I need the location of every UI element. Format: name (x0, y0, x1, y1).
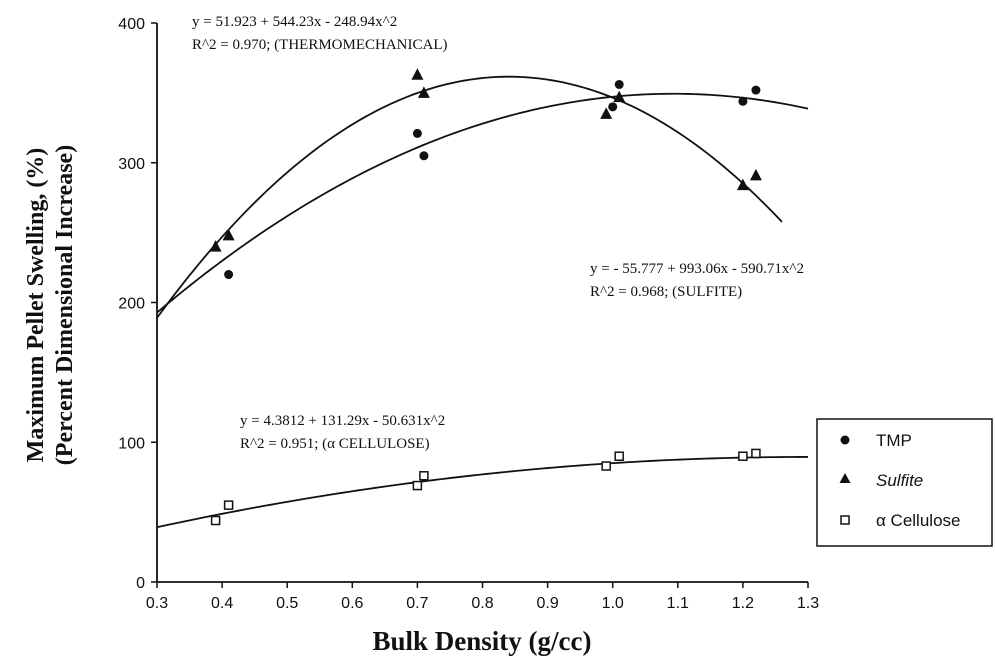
legend-sulfite-label: Sulfite (876, 471, 923, 490)
cellulose-point (751, 448, 761, 459)
legend: TMP Sulfite α Cellulose (816, 418, 993, 547)
legend-tmp-marker (840, 435, 850, 445)
x-tick-label: 0.3 (146, 595, 168, 612)
legend-cellulose-label: α Cellulose (876, 511, 960, 530)
tmp-point (419, 151, 429, 161)
sulfite-fit-curve (156, 75, 783, 319)
fit-curves (156, 75, 809, 529)
tmp-point (614, 79, 624, 89)
tmp-fit-curve (156, 92, 809, 314)
x-tick-label: 0.4 (211, 595, 233, 612)
sulfite-equation: y = - 55.777 + 993.06x - 590.71x^2 (590, 261, 804, 277)
axes (156, 23, 808, 583)
legend-sulfite-marker (839, 473, 851, 483)
sulfite-point (222, 228, 235, 241)
y-tick-label: 200 (118, 296, 145, 313)
y-tick-label: 0 (136, 575, 145, 592)
y-axis-label-sub: (Percent Dimensional Increase) (52, 145, 78, 465)
cellulose-r-squared: R^2 = 0.951; (α CELLULOSE) (240, 436, 430, 452)
tmp-point (608, 102, 618, 112)
cellulose-point (223, 500, 234, 510)
x-tick-label: 0.9 (536, 595, 558, 612)
cellulose-point (412, 480, 423, 491)
y-tick-label: 300 (118, 156, 145, 173)
x-axis-label: Bulk Density (g/cc) (373, 626, 592, 656)
x-tick-label: 0.8 (471, 595, 493, 612)
y-tick-label: 400 (118, 16, 145, 33)
tmp-point (224, 270, 234, 280)
sulfite-point (736, 178, 749, 191)
tmp-r-squared: R^2 = 0.970; (THERMOMECHANICAL) (192, 37, 448, 53)
x-tick-label: 1.1 (667, 595, 689, 612)
cellulose-point (738, 451, 748, 461)
x-tick-label: 1.2 (732, 595, 754, 612)
sulfite-point (411, 68, 424, 80)
x-tick-label: 1.3 (797, 595, 819, 612)
cellulose-point (614, 451, 624, 461)
x-tick-label: 0.7 (406, 595, 428, 612)
tmp-point (738, 96, 748, 106)
sulfite-r-squared: R^2 = 0.968; (SULFITE) (590, 284, 742, 300)
tmp-point (751, 85, 761, 95)
cellulose-fit-curve (156, 456, 808, 529)
sulfite-point (209, 240, 222, 252)
x-tick-label: 1.0 (602, 595, 624, 612)
cellulose-equation: y = 4.3812 + 131.29x - 50.631x^2 (240, 413, 445, 429)
sulfite-point (417, 86, 430, 98)
sulfite-point (613, 90, 626, 103)
cellulose-point (419, 471, 429, 481)
x-tick-label: 0.5 (276, 595, 298, 612)
sulfite-point (749, 168, 762, 181)
sulfite-point (600, 107, 613, 119)
cellulose-point (210, 515, 221, 526)
legend-tmp-label: TMP (876, 431, 912, 450)
y-axis-label: Maximum Pellet Swelling, (%) (23, 148, 49, 463)
cellulose-point (601, 461, 611, 471)
data-points (209, 68, 762, 526)
y-tick-label: 100 (118, 435, 145, 452)
tmp-equation: y = 51.923 + 544.23x - 248.94x^2 (192, 14, 397, 30)
ticks: 0.3 0.4 0.5 0.6 0.7 0.8 0.9 1.0 1.1 1.2 1.3 0 100 200… (118, 16, 819, 612)
tmp-point (412, 128, 422, 138)
legend-cellulose-marker (840, 515, 850, 525)
x-tick-label: 0.6 (341, 595, 363, 612)
